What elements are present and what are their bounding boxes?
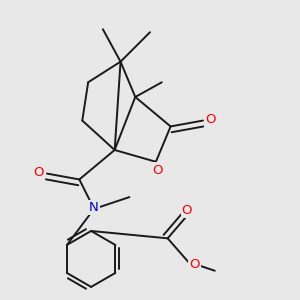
Text: O: O	[190, 258, 200, 271]
Text: O: O	[152, 164, 163, 176]
Text: N: N	[89, 201, 99, 214]
Text: O: O	[206, 113, 216, 127]
Text: O: O	[34, 166, 44, 178]
Text: O: O	[182, 204, 192, 217]
